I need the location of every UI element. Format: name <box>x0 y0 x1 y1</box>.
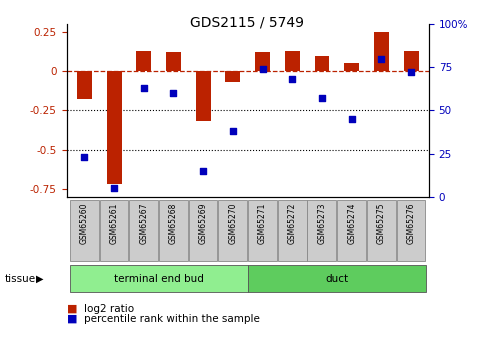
Point <box>318 96 326 101</box>
Bar <box>166 52 181 71</box>
Point <box>259 66 267 72</box>
FancyBboxPatch shape <box>70 200 99 261</box>
Text: GSM65275: GSM65275 <box>377 203 386 244</box>
Text: GSM65272: GSM65272 <box>288 203 297 244</box>
Text: log2 ratio: log2 ratio <box>84 304 134 314</box>
FancyBboxPatch shape <box>218 200 247 261</box>
Bar <box>285 51 300 71</box>
Text: percentile rank within the sample: percentile rank within the sample <box>84 314 260 324</box>
Point <box>170 90 177 96</box>
Bar <box>404 51 419 71</box>
FancyBboxPatch shape <box>396 200 425 261</box>
Text: GSM65260: GSM65260 <box>80 203 89 244</box>
Text: GDS2115 / 5749: GDS2115 / 5749 <box>189 16 304 30</box>
FancyBboxPatch shape <box>248 265 426 292</box>
Bar <box>77 71 92 99</box>
Text: tissue: tissue <box>5 274 36 284</box>
Text: duct: duct <box>325 274 349 284</box>
FancyBboxPatch shape <box>100 200 128 261</box>
Text: GSM65261: GSM65261 <box>109 203 119 244</box>
Text: GSM65268: GSM65268 <box>169 203 178 244</box>
FancyBboxPatch shape <box>308 200 336 261</box>
Bar <box>255 52 270 71</box>
Text: GSM65276: GSM65276 <box>407 203 416 244</box>
Text: GSM65271: GSM65271 <box>258 203 267 244</box>
Point <box>348 116 355 122</box>
Point <box>288 77 296 82</box>
Text: GSM65273: GSM65273 <box>317 203 326 244</box>
Bar <box>106 71 121 184</box>
Bar <box>137 51 151 71</box>
FancyBboxPatch shape <box>129 200 158 261</box>
Point <box>378 56 386 61</box>
Point <box>407 70 415 75</box>
Point <box>199 168 207 174</box>
Point <box>110 185 118 191</box>
Point <box>140 85 148 91</box>
FancyBboxPatch shape <box>189 200 217 261</box>
Text: ▶: ▶ <box>36 274 43 284</box>
Text: GSM65274: GSM65274 <box>347 203 356 244</box>
FancyBboxPatch shape <box>70 265 248 292</box>
Text: ■: ■ <box>67 304 77 314</box>
FancyBboxPatch shape <box>367 200 396 261</box>
Text: ■: ■ <box>67 314 77 324</box>
FancyBboxPatch shape <box>337 200 366 261</box>
FancyBboxPatch shape <box>278 200 307 261</box>
Text: GSM65267: GSM65267 <box>140 203 148 244</box>
Point <box>229 128 237 134</box>
Bar <box>344 63 359 71</box>
Bar <box>315 56 329 71</box>
FancyBboxPatch shape <box>159 200 188 261</box>
Text: GSM65269: GSM65269 <box>199 203 208 244</box>
FancyBboxPatch shape <box>248 200 277 261</box>
Bar <box>196 71 211 121</box>
Bar <box>374 32 389 71</box>
Point <box>80 154 88 160</box>
Bar <box>225 71 240 82</box>
Text: GSM65270: GSM65270 <box>228 203 238 244</box>
Text: terminal end bud: terminal end bud <box>114 274 204 284</box>
